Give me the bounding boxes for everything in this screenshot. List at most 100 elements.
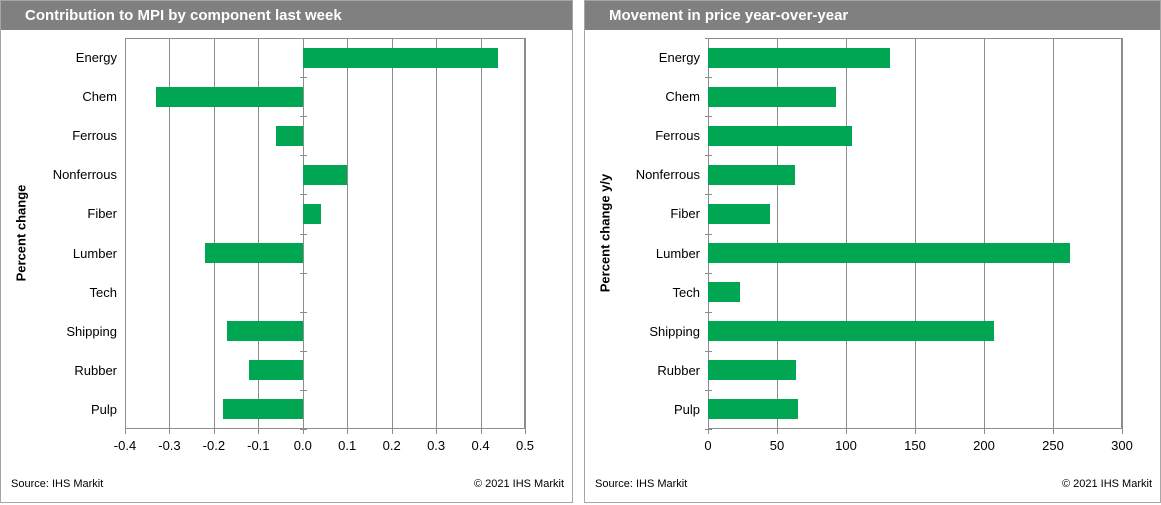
x-axis-tick: [984, 429, 985, 434]
bar-chem: [708, 86, 837, 107]
category-axis-tick: [705, 38, 712, 39]
category-label-nonferrous: Nonferrous: [635, 167, 700, 183]
category-axis-tick: [299, 116, 307, 118]
category-label-rubber: Rubber: [657, 362, 700, 378]
category-axis-tick: [705, 155, 712, 157]
chart-title: Movement in price year-over-year: [585, 1, 1160, 30]
category-label-pulp: Pulp: [90, 401, 117, 417]
x-tick-label: 200: [973, 438, 995, 453]
category-label-lumber: Lumber: [72, 245, 117, 261]
x-tick-label: 50: [769, 438, 785, 453]
category-axis-tick: [299, 233, 307, 235]
source-label: Source: IHS Markit: [11, 478, 104, 490]
x-axis-tick: [915, 429, 916, 434]
x-tick-label: 0.5: [515, 438, 535, 453]
x-tick-label: 300: [1111, 438, 1133, 453]
category-label-nonferrous: Nonferrous: [52, 167, 117, 183]
category-axis-tick: [299, 429, 307, 430]
category-label-chem: Chem: [665, 89, 700, 105]
x-tick-label: -0.2: [202, 438, 226, 453]
x-tick-label: 250: [1042, 438, 1064, 453]
category-axis-tick: [299, 389, 307, 391]
bar-lumber: [205, 243, 303, 264]
bar-nonferrous: [708, 164, 795, 185]
bar-pulp: [708, 399, 798, 420]
category-axis-tick: [299, 350, 307, 352]
x-axis-tick: [125, 429, 126, 434]
gridline: [391, 38, 393, 429]
x-tick-label: -0.1: [247, 438, 270, 453]
source-label: Source: IHS Markit: [595, 478, 688, 490]
x-axis-tick: [525, 429, 526, 434]
category-label-fiber: Fiber: [670, 206, 700, 222]
category-axis-tick: [299, 272, 307, 274]
bar-shipping: [708, 321, 994, 342]
gridline: [125, 38, 126, 429]
x-tick-label: 0: [704, 438, 712, 453]
category-axis-tick: [705, 429, 712, 430]
bar-tech: [708, 282, 740, 303]
category-label-tech: Tech: [89, 284, 117, 300]
bar-fiber: [708, 203, 771, 224]
x-tick-label: 0.4: [471, 438, 490, 453]
gridline: [846, 38, 847, 429]
category-label-fiber: Fiber: [87, 206, 117, 222]
x-tick-label: 0.3: [427, 438, 446, 453]
gridline: [436, 38, 438, 429]
category-axis-tick: [299, 155, 307, 157]
x-tick-label: -0.4: [113, 438, 137, 453]
category-axis-tick: [299, 311, 307, 313]
category-axis-tick: [705, 77, 712, 79]
x-axis-tick: [436, 429, 438, 434]
gridline: [213, 38, 215, 429]
bar-energy: [302, 47, 499, 68]
bar-fiber: [302, 203, 321, 224]
category-label-tech: Tech: [672, 284, 700, 300]
x-axis-tick: [777, 429, 778, 434]
gridline: [777, 38, 778, 429]
gridline: [347, 38, 349, 429]
category-label-shipping: Shipping: [66, 323, 117, 339]
category-label-energy: Energy: [75, 50, 117, 65]
category-axis-tick: [705, 116, 712, 118]
x-tick-label: 0.2: [382, 438, 401, 453]
category-label-rubber: Rubber: [74, 362, 117, 378]
x-axis-tick: [480, 429, 482, 434]
gridline: [915, 38, 916, 429]
category-label-lumber: Lumber: [655, 245, 700, 261]
x-axis-tick: [347, 429, 349, 434]
copyright-label: © 2021 IHS Markit: [473, 478, 564, 490]
bar-rubber: [708, 360, 797, 381]
gridline: [258, 38, 260, 429]
category-label-ferrous: Ferrous: [72, 128, 117, 144]
chart-title: Contribution to MPI by component last we…: [1, 1, 572, 30]
x-axis-tick: [1053, 429, 1054, 434]
category-axis-tick: [705, 194, 712, 196]
category-label-pulp: Pulp: [673, 401, 700, 417]
x-axis-tick: [302, 429, 304, 434]
gridline: [1122, 38, 1123, 429]
category-label-ferrous: Ferrous: [655, 128, 700, 144]
category-axis-tick: [705, 350, 712, 352]
bar-ferrous: [276, 125, 303, 146]
x-axis-tick: [169, 429, 171, 434]
x-axis-tick: [391, 429, 393, 434]
bar-chem: [156, 86, 303, 107]
category-axis-tick: [299, 194, 307, 196]
category-axis-tick: [299, 38, 307, 39]
category-label-chem: Chem: [82, 89, 117, 105]
x-tick-label: 150: [904, 438, 926, 453]
x-axis-tick: [708, 429, 709, 434]
bar-ferrous: [708, 125, 852, 146]
bar-shipping: [227, 321, 303, 342]
panel-mpi-contribution: Contribution to MPI by component last we…: [0, 0, 573, 503]
x-axis-tick: [213, 429, 215, 434]
x-tick-label: -0.3: [158, 438, 181, 453]
category-label-energy: Energy: [658, 50, 700, 65]
bar-pulp: [222, 399, 303, 420]
gridline: [984, 38, 985, 429]
bar-lumber: [708, 243, 1070, 264]
gridline: [525, 38, 526, 429]
gridline: [480, 38, 482, 429]
